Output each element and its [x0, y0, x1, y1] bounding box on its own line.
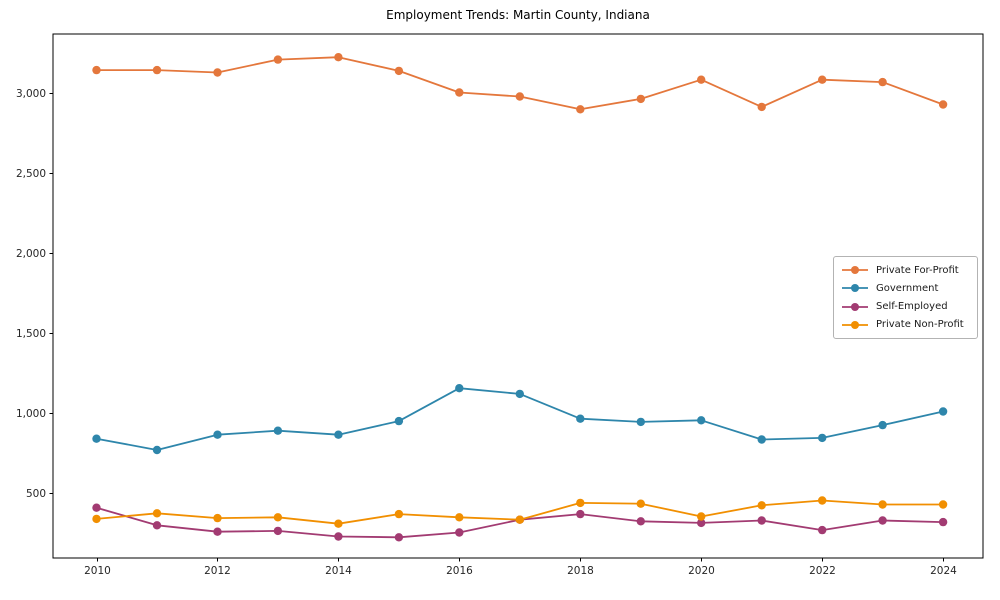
chart-title: Employment Trends: Martin County, Indian…	[386, 8, 650, 22]
data-point-government-2014	[334, 430, 343, 439]
data-point-private-non-profit-2019	[636, 499, 645, 508]
x-tick-label: 2010	[84, 565, 111, 577]
data-point-private-non-profit-2021	[757, 501, 766, 510]
x-tick-label: 2016	[446, 565, 473, 577]
data-point-government-2013	[273, 426, 283, 435]
data-point-government-2021	[757, 435, 766, 444]
data-point-government-2020	[697, 416, 706, 425]
y-tick-label: 1,000	[16, 408, 46, 420]
data-point-private-for-profit-2012	[213, 68, 222, 77]
legend: Private For-Profit Government Self-Employe…	[833, 256, 978, 339]
data-point-private-non-profit-2012	[213, 513, 222, 523]
legend-label: Government	[876, 282, 939, 294]
data-point-self-employed-2012	[213, 527, 222, 536]
x-tick-label: 2022	[809, 565, 836, 577]
data-point-government-2010	[92, 434, 101, 443]
series-line-private-for-profit	[95, 56, 944, 111]
data-point-private-non-profit-2018	[576, 498, 585, 508]
legend-marker-government	[842, 284, 868, 293]
data-point-private-non-profit-2020	[697, 512, 706, 521]
legend-item-government: Government	[841, 280, 970, 297]
data-point-government-2019	[636, 417, 645, 427]
data-point-government-2011	[152, 445, 162, 455]
data-point-self-employed-2020	[697, 518, 706, 528]
data-point-private-non-profit-2024	[938, 500, 948, 509]
y-tick-label: 2,000	[16, 248, 46, 260]
data-point-government-2024	[938, 407, 948, 416]
data-point-private-non-profit-2022	[818, 496, 827, 505]
x-tick-label: 2018	[567, 565, 594, 577]
data-point-self-employed-2018	[576, 509, 585, 519]
data-point-private-for-profit-2020	[697, 75, 706, 84]
data-point-self-employed-2010	[92, 503, 101, 512]
data-point-self-employed-2015	[394, 533, 404, 542]
data-point-private-for-profit-2011	[152, 65, 162, 75]
data-point-private-for-profit-2022	[818, 75, 827, 84]
legend-marker-self-employed	[842, 302, 868, 311]
data-point-private-non-profit-2010	[92, 514, 101, 524]
legend-item-private-for-profit: Private For-Profit	[841, 262, 970, 279]
data-point-self-employed-2013	[273, 526, 283, 536]
data-point-private-for-profit-2019	[636, 94, 645, 104]
y-tick-label: 2,500	[16, 168, 46, 180]
data-point-government-2012	[213, 430, 222, 439]
data-point-self-employed-2016	[455, 528, 464, 537]
x-tick-label: 2024	[930, 565, 957, 577]
legend-label: Self-Employed	[876, 301, 948, 313]
data-point-private-non-profit-2017	[515, 515, 524, 524]
legend-label: Private Non-Profit	[876, 319, 964, 331]
data-point-private-for-profit-2010	[92, 65, 101, 75]
legend-label: Private For-Profit	[876, 264, 959, 276]
y-tick-label: 500	[26, 488, 46, 500]
y-tick-label: 1,500	[16, 328, 46, 340]
data-point-self-employed-2021	[757, 516, 766, 525]
data-point-self-employed-2019	[636, 517, 645, 526]
data-point-government-2016	[455, 384, 464, 393]
data-point-private-for-profit-2017	[515, 92, 524, 101]
data-point-government-2022	[818, 433, 827, 443]
legend-item-self-employed: Self-Employed	[841, 298, 970, 315]
data-point-self-employed-2022	[818, 525, 827, 535]
data-point-private-non-profit-2015	[394, 509, 404, 519]
data-point-private-non-profit-2013	[273, 513, 283, 522]
data-point-private-for-profit-2015	[394, 66, 404, 76]
y-tick-label: 3,000	[16, 88, 46, 100]
legend-item-private-non-profit: Private Non-Profit	[841, 316, 970, 333]
data-point-self-employed-2024	[938, 517, 948, 527]
data-point-private-for-profit-2024	[938, 100, 948, 109]
data-point-private-for-profit-2014	[334, 53, 343, 62]
data-point-private-non-profit-2023	[878, 500, 887, 509]
legend-marker-private-for-profit	[842, 266, 868, 275]
legend-marker-private-non-profit	[842, 320, 868, 329]
data-point-self-employed-2014	[334, 532, 343, 541]
data-point-private-for-profit-2013	[273, 55, 283, 64]
data-point-private-non-profit-2011	[152, 509, 162, 518]
x-tick-label: 2020	[688, 565, 715, 577]
data-point-government-2018	[576, 414, 585, 423]
x-tick-label: 2012	[204, 565, 231, 577]
data-point-private-non-profit-2014	[334, 519, 343, 528]
data-point-private-for-profit-2021	[757, 102, 766, 112]
data-point-government-2015	[394, 416, 404, 426]
data-point-private-for-profit-2018	[576, 105, 585, 114]
data-point-self-employed-2011	[152, 521, 162, 530]
axes-frame	[52, 33, 984, 559]
data-point-private-non-profit-2016	[455, 513, 464, 522]
data-point-private-for-profit-2023	[878, 77, 887, 87]
x-tick-label: 2014	[325, 565, 352, 577]
data-point-self-employed-2023	[878, 516, 887, 525]
data-point-government-2023	[878, 420, 887, 430]
data-point-private-for-profit-2016	[455, 88, 464, 97]
data-point-government-2017	[515, 389, 524, 399]
